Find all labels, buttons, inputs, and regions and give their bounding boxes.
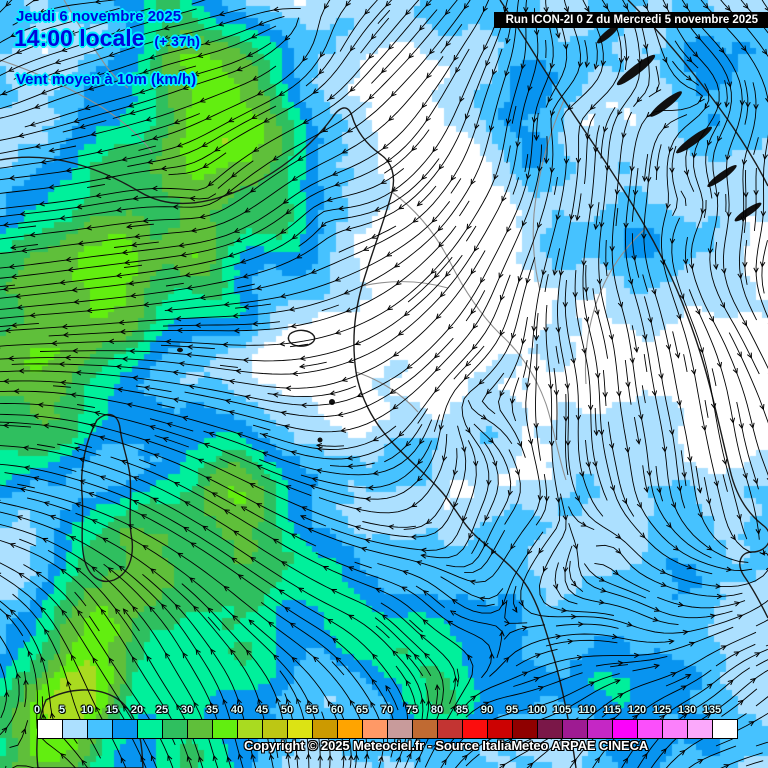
legend-tick-label: 30 <box>180 704 194 716</box>
legend-tick-label: 10 <box>80 704 94 716</box>
copyright-label: Copyright © 2025 Meteociel.fr - Source I… <box>244 738 649 753</box>
legend-color-step <box>412 719 438 739</box>
legend-color-step <box>587 719 613 739</box>
legend-color-step <box>87 719 113 739</box>
legend-tick-label: 75 <box>405 704 419 716</box>
forecast-offset-text: (+ 37h) <box>154 33 200 49</box>
legend-color-step <box>287 719 313 739</box>
model-run-info-bar: Run ICON-2I 0 Z du Mercredi 5 novembre 2… <box>493 12 768 28</box>
legend-tick-label: 15 <box>105 704 119 716</box>
legend-color-step <box>337 719 363 739</box>
legend-tick-label: 135 <box>702 704 722 716</box>
legend-tick-label: 25 <box>155 704 169 716</box>
local-time-text: 14:00 locale <box>14 25 145 51</box>
legend-color-step <box>137 719 163 739</box>
legend-tick-label: 70 <box>380 704 394 716</box>
legend-color-step <box>37 719 63 739</box>
legend-color-step <box>262 719 288 739</box>
legend-color-step <box>712 719 738 739</box>
legend-color-step <box>187 719 213 739</box>
legend-tick-label: 40 <box>230 704 244 716</box>
legend-color-step <box>387 719 413 739</box>
legend-tick-label: 95 <box>505 704 519 716</box>
legend-color-step <box>362 719 388 739</box>
forecast-date-label: Jeudi 6 novembre 2025 <box>16 8 182 25</box>
legend-tick-label: 80 <box>430 704 444 716</box>
legend-color-step <box>237 719 263 739</box>
legend-tick-label: 110 <box>578 704 596 716</box>
legend-tick-label: 125 <box>652 704 672 716</box>
legend-tick-label: 90 <box>480 704 494 716</box>
legend-color-step <box>62 719 88 739</box>
legend-tick-label: 35 <box>205 704 219 716</box>
legend-color-step <box>462 719 488 739</box>
legend-color-step <box>162 719 188 739</box>
legend-color-step <box>487 719 513 739</box>
legend-tick-label: 85 <box>455 704 469 716</box>
legend-tick-label: 115 <box>603 704 621 716</box>
legend-tick-label: 20 <box>130 704 144 716</box>
legend-color-step <box>562 719 588 739</box>
forecast-time-label: 14:00 locale (+ 37h) <box>14 25 200 52</box>
legend-color-step <box>662 719 688 739</box>
legend-tick-label: 5 <box>58 704 66 716</box>
legend-tick-label: 105 <box>552 704 572 716</box>
legend-tick-label: 55 <box>305 704 319 716</box>
legend-color-step <box>612 719 638 739</box>
legend-color-step <box>687 719 713 739</box>
legend-color-step <box>537 719 563 739</box>
legend-tick-row: 0 5 10 15 20 25 30 35 40 45 50 55 60 65 70 75 80 85 90 95 10… <box>0 704 768 718</box>
legend-tick-label: 0 <box>33 704 41 716</box>
legend-tick-label: 120 <box>627 704 647 716</box>
legend-color-step <box>212 719 238 739</box>
legend-color-step <box>637 719 663 739</box>
legend-color-step <box>112 719 138 739</box>
variable-label: Vent moyen à 10m (km/h) <box>16 71 197 88</box>
legend-tick-label: 130 <box>677 704 697 716</box>
legend-tick-label: 100 <box>527 704 547 716</box>
wind-speed-color-scale <box>37 719 738 739</box>
legend-tick-label: 50 <box>280 704 294 716</box>
legend-tick-label: 45 <box>255 704 269 716</box>
legend-tick-label: 65 <box>355 704 369 716</box>
legend-color-step <box>437 719 463 739</box>
legend-tick-label: 60 <box>330 704 344 716</box>
legend-color-step <box>312 719 338 739</box>
legend-color-step <box>512 719 538 739</box>
